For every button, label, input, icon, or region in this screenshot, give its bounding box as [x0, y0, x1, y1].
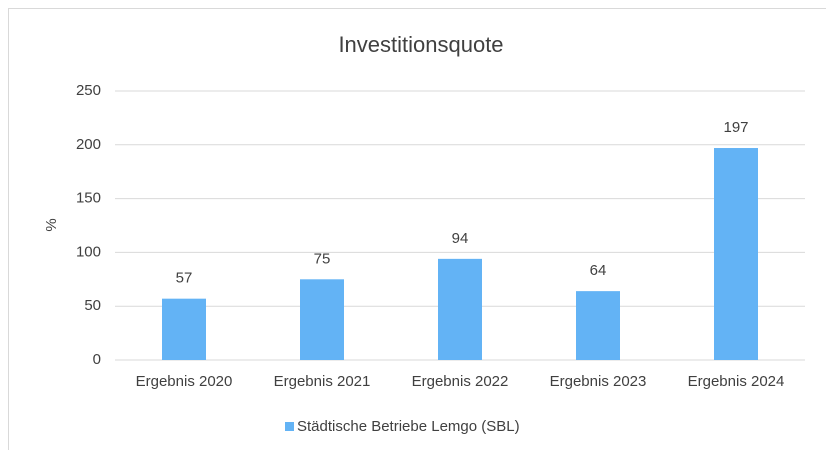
x-tick-label: Ergebnis 2021	[274, 373, 371, 390]
y-tick-label: 250	[76, 82, 101, 99]
bar	[576, 291, 620, 360]
y-tick-label: 150	[76, 190, 101, 207]
y-tick-label: 100	[76, 243, 101, 260]
bar	[714, 148, 758, 360]
x-tick-label: Ergebnis 2023	[550, 373, 647, 390]
data-label: 75	[314, 250, 331, 267]
y-tick-label: 200	[76, 136, 101, 153]
bar	[438, 258, 482, 360]
data-label: 57	[176, 270, 193, 287]
x-tick-label: Ergebnis 2020	[136, 373, 233, 390]
legend-swatch	[285, 422, 294, 431]
legend-label: Städtische Betriebe Lemgo (SBL)	[297, 418, 520, 435]
y-axis-label: %	[43, 218, 60, 231]
chart-frame	[8, 8, 826, 450]
data-label: 94	[452, 230, 469, 247]
y-tick-label: 0	[93, 351, 101, 368]
chart-title: Investitionsquote	[338, 32, 503, 57]
bar	[300, 279, 344, 360]
y-tick-label: 50	[84, 297, 101, 314]
x-tick-label: Ergebnis 2024	[688, 373, 785, 390]
x-tick-label: Ergebnis 2022	[412, 373, 509, 390]
bar	[162, 298, 206, 360]
data-label: 64	[590, 262, 607, 279]
data-label: 197	[723, 119, 748, 136]
